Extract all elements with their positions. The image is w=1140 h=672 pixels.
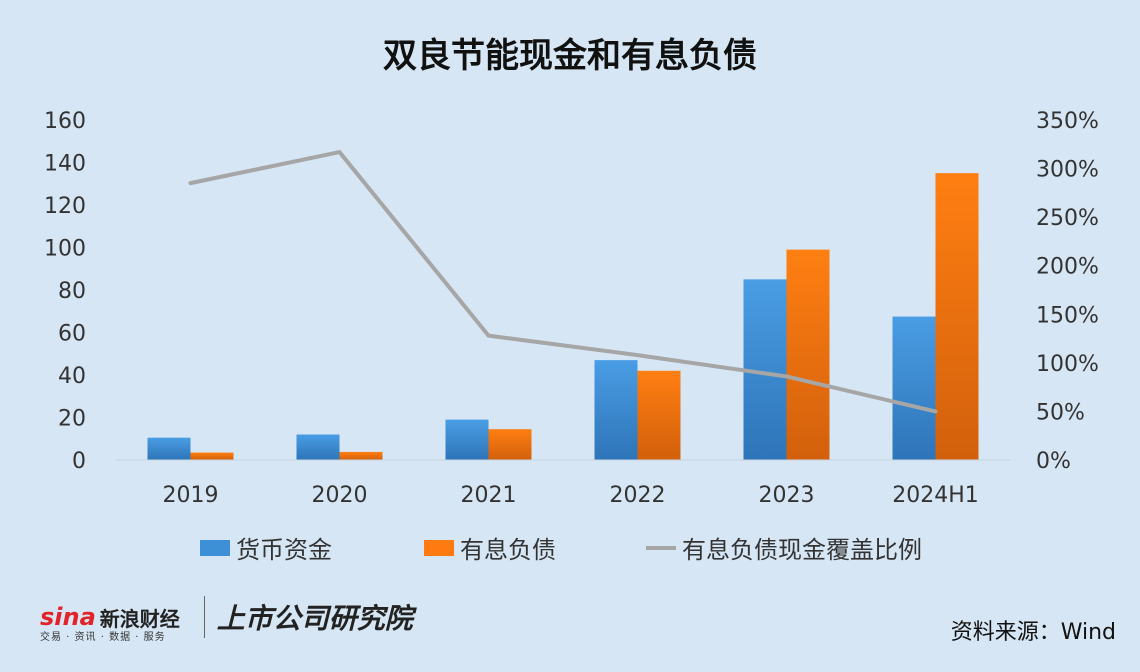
y2-axis-tick-label: 0% [1036, 449, 1071, 474]
institute-logo-text: 上市公司研究院 [216, 602, 413, 635]
legend-ratio: 有息负债现金覆盖比例 [646, 530, 922, 565]
y2-axis-tick-label: 100% [1036, 352, 1099, 377]
sina-logo: sina [40, 603, 96, 631]
legend-ratio-label: 有息负债现金覆盖比例 [682, 536, 922, 564]
bar-cash [445, 419, 489, 460]
footer-brand: sina 新浪财经 交易 · 资讯 · 数据 · 服务 上市公司研究院 [40, 596, 413, 643]
bar-debt [935, 173, 979, 460]
ratio-line [188, 150, 938, 414]
y2-axis-tick-label: 250% [1036, 206, 1099, 231]
y2-axis-tick-label: 200% [1036, 255, 1099, 280]
bar-cash [147, 437, 191, 460]
y-axis-tick-label: 140 [44, 152, 86, 177]
y-axis-tick-label: 60 [58, 322, 86, 347]
y-axis-tick-label: 80 [58, 279, 86, 304]
y-axis-tick-label: 120 [44, 194, 86, 219]
bar-debt [786, 249, 830, 460]
x-axis-tick-label: 2020 [312, 483, 368, 508]
bar-debt [637, 370, 681, 460]
y2-axis-tick-label: 350% [1036, 109, 1099, 134]
sina-finance-logo-text: 新浪财经 [99, 606, 180, 631]
x-axis-tick-label: 2019 [163, 483, 219, 508]
legend-debt-label: 有息负债 [460, 536, 556, 564]
legend-debt: 有息负债 [424, 530, 556, 565]
y2-axis-tick-label: 150% [1036, 303, 1099, 328]
y2-axis-tick-label: 300% [1036, 158, 1099, 183]
y-axis-tick-label: 40 [58, 364, 86, 389]
bar-debt [190, 452, 234, 460]
bar-debt [339, 451, 383, 460]
legend-debt-swatch [424, 539, 454, 556]
y2-axis-tick-label: 50% [1036, 400, 1085, 425]
source-note: 资料来源：Wind [950, 620, 1116, 645]
chart-title: 双良节能现金和有息负债 [383, 36, 757, 76]
y-axis-tick-label: 160 [44, 109, 86, 134]
y-axis-tick-label: 0 [72, 449, 86, 474]
legend-cash: 货币资金 [200, 530, 332, 565]
bar-cash [296, 434, 340, 460]
x-axis-tick-label: 2024H1 [892, 483, 979, 508]
legend-cash-swatch [200, 539, 230, 556]
legend-ratio-swatch [646, 545, 676, 550]
y-axis-tick-label: 100 [44, 237, 86, 262]
x-axis-tick-label: 2021 [461, 483, 517, 508]
x-axis-tick-label: 2022 [610, 483, 666, 508]
bar-debt [488, 429, 532, 460]
brand-divider [203, 596, 205, 638]
bar-cash [892, 316, 936, 460]
x-axis-tick-label: 2023 [759, 483, 815, 508]
sina-finance-tagline: 交易 · 资讯 · 数据 · 服务 [40, 632, 166, 643]
bar-cash [594, 360, 638, 460]
y-axis-tick-label: 20 [58, 407, 86, 432]
legend-cash-label: 货币资金 [236, 536, 332, 564]
